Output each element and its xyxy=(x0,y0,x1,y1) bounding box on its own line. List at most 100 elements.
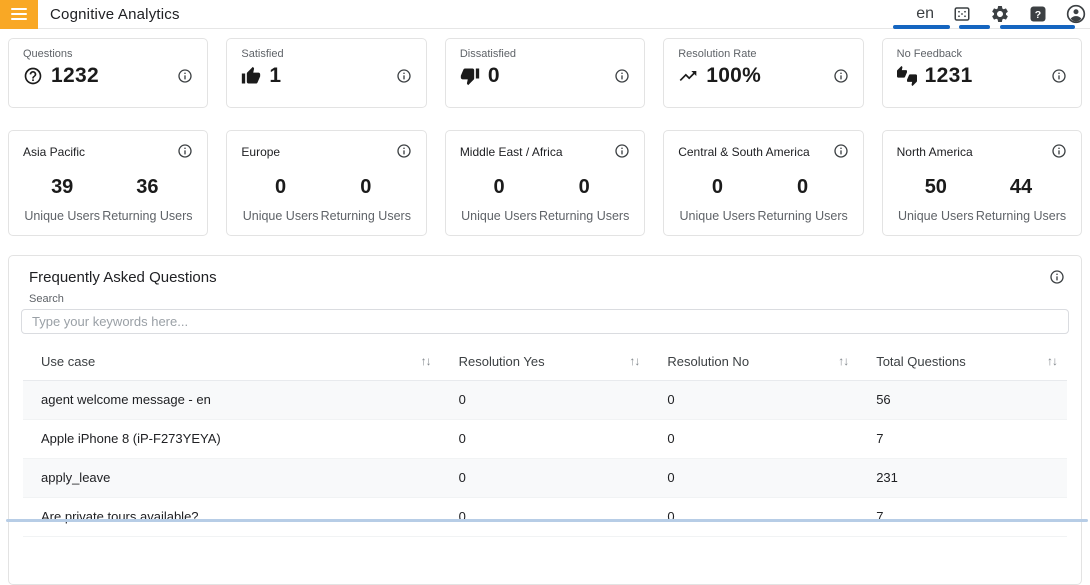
table-row: Apple iPhone 8 (iP-F273YEYA) 0 0 7 xyxy=(23,419,1067,459)
returning-users-label: Returning Users xyxy=(539,209,630,223)
menu-button[interactable] xyxy=(0,0,38,29)
active-tab-indicator xyxy=(959,25,990,29)
info-icon[interactable] xyxy=(177,143,193,159)
stat-card-value: 0 xyxy=(487,64,500,87)
info-icon[interactable] xyxy=(396,68,412,84)
unique-users-value: 50 xyxy=(924,176,947,198)
sort-icon[interactable]: ↑↓ xyxy=(629,354,640,369)
hamburger-icon xyxy=(11,8,27,10)
region-card-middle-east-africa: Middle East / Africa 0 Unique Users 0 Re… xyxy=(444,130,646,236)
cell-use-case: agent welcome message - en xyxy=(23,380,441,420)
stat-card-resolution-rate: Resolution Rate 100% xyxy=(663,38,864,108)
stat-card-label: No Feedback xyxy=(896,48,963,60)
stat-card-label: Resolution Rate xyxy=(678,48,757,60)
cell-resolution-no: 0 xyxy=(649,458,859,498)
svg-text:?: ? xyxy=(1035,9,1041,21)
stat-cards-row: Questions 1232 Satisfied 1 Dissatisfied … xyxy=(0,38,1090,108)
header-actions: en ? xyxy=(916,0,1090,28)
cell-resolution-no: 0 xyxy=(649,497,859,537)
unique-users-value: 39 xyxy=(51,176,74,198)
stat-card-questions: Questions 1232 xyxy=(8,38,209,108)
region-card-asia-pacific: Asia Pacific 39 Unique Users 36 Returnin… xyxy=(8,130,209,236)
info-icon[interactable] xyxy=(614,143,630,159)
thumbs-up-down-icon xyxy=(896,66,917,86)
region-card-title: Europe xyxy=(241,145,281,159)
table-row: Are private tours available? 0 0 7 xyxy=(23,497,1067,537)
info-icon[interactable] xyxy=(614,68,630,84)
table-row: agent welcome message - en 0 0 56 xyxy=(23,380,1067,420)
unique-users-label: Unique Users xyxy=(897,209,974,223)
active-tab-indicator xyxy=(1000,25,1075,29)
returning-users-value: 36 xyxy=(136,176,159,198)
question-circle-icon xyxy=(23,66,43,86)
returning-users-value: 44 xyxy=(1009,176,1033,198)
cell-resolution-no: 0 xyxy=(649,419,859,459)
sort-icon[interactable]: ↑↓ xyxy=(838,354,849,369)
stat-card-value: 100% xyxy=(706,64,762,87)
cell-use-case: Are private tours available? xyxy=(23,497,441,537)
unique-users-label: Unique Users xyxy=(679,209,756,223)
active-tab-indicator xyxy=(893,25,950,29)
column-header-use-case[interactable]: Use case ↑↓ xyxy=(23,343,441,381)
info-icon[interactable] xyxy=(833,68,849,84)
search-label: Search xyxy=(29,293,64,305)
unique-users-value: 0 xyxy=(711,176,723,198)
account-icon[interactable] xyxy=(1066,4,1086,24)
region-cards-row: Asia Pacific 39 Unique Users 36 Returnin… xyxy=(0,130,1090,236)
horizontal-scrollbar[interactable] xyxy=(6,519,1088,522)
stat-card-label: Satisfied xyxy=(241,48,284,60)
returning-users-label: Returning Users xyxy=(757,209,848,223)
info-icon[interactable] xyxy=(177,68,193,84)
table-row: apply_leave 0 0 231 xyxy=(23,458,1067,498)
stat-card-dissatisfied: Dissatisfied 0 xyxy=(444,38,646,108)
cell-total-questions: 56 xyxy=(858,380,1067,420)
cell-resolution-yes: 0 xyxy=(440,380,650,420)
info-icon[interactable] xyxy=(1051,68,1067,84)
cell-resolution-yes: 0 xyxy=(440,497,650,537)
settings-gear-icon[interactable] xyxy=(990,4,1010,24)
info-icon[interactable] xyxy=(1049,269,1065,285)
unique-users-label: Unique Users xyxy=(461,209,537,223)
cell-total-questions: 7 xyxy=(858,419,1067,459)
info-icon[interactable] xyxy=(396,143,412,159)
select-area-icon[interactable] xyxy=(953,5,971,23)
cell-resolution-no: 0 xyxy=(649,380,859,420)
region-card-central-south-america: Central & South America 0 Unique Users 0… xyxy=(663,130,864,236)
cell-total-questions: 7 xyxy=(858,497,1067,537)
sort-icon[interactable]: ↑↓ xyxy=(1047,354,1058,369)
language-selector[interactable]: en xyxy=(916,5,934,22)
returning-users-label: Returning Users xyxy=(102,209,193,223)
returning-users-value: 0 xyxy=(797,176,809,198)
region-card-title: Asia Pacific xyxy=(23,145,86,159)
thumb-up-icon xyxy=(241,66,261,86)
trending-up-icon xyxy=(678,66,698,86)
cell-resolution-yes: 0 xyxy=(440,458,650,498)
stat-card-label: Questions xyxy=(23,48,73,60)
unique-users-value: 0 xyxy=(493,176,505,198)
unique-users-label: Unique Users xyxy=(24,209,101,223)
faq-title: Frequently Asked Questions xyxy=(29,269,217,286)
stat-card-no-feedback: No Feedback 1231 xyxy=(881,38,1083,108)
help-icon[interactable]: ? xyxy=(1029,5,1047,23)
stat-card-value: 1231 xyxy=(924,64,973,87)
sort-icon[interactable]: ↑↓ xyxy=(420,354,432,369)
region-card-europe: Europe 0 Unique Users 0 Returning Users xyxy=(226,130,427,236)
cell-total-questions: 231 xyxy=(858,458,1067,498)
cell-use-case: Apple iPhone 8 (iP-F273YEYA) xyxy=(23,419,441,459)
info-icon[interactable] xyxy=(1051,143,1067,159)
stat-card-label: Dissatisfied xyxy=(459,48,517,60)
thumb-down-icon xyxy=(460,66,480,86)
region-card-title: Middle East / Africa xyxy=(459,145,563,159)
returning-users-label: Returning Users xyxy=(320,209,411,223)
column-header-total-questions[interactable]: Total Questions ↑↓ xyxy=(858,343,1067,381)
stat-card-value: 1232 xyxy=(51,64,99,87)
cell-resolution-yes: 0 xyxy=(440,419,650,459)
faq-table: Use case ↑↓ Resolution Yes ↑↓ Resolution N… xyxy=(23,343,1067,537)
column-header-resolution-no[interactable]: Resolution No ↑↓ xyxy=(649,343,859,381)
column-header-resolution-yes[interactable]: Resolution Yes ↑↓ xyxy=(440,343,650,381)
info-icon[interactable] xyxy=(833,143,849,159)
stat-card-satisfied: Satisfied 1 xyxy=(226,38,427,108)
search-input[interactable] xyxy=(21,309,1069,334)
unique-users-value: 0 xyxy=(275,176,287,198)
returning-users-value: 0 xyxy=(360,176,372,198)
